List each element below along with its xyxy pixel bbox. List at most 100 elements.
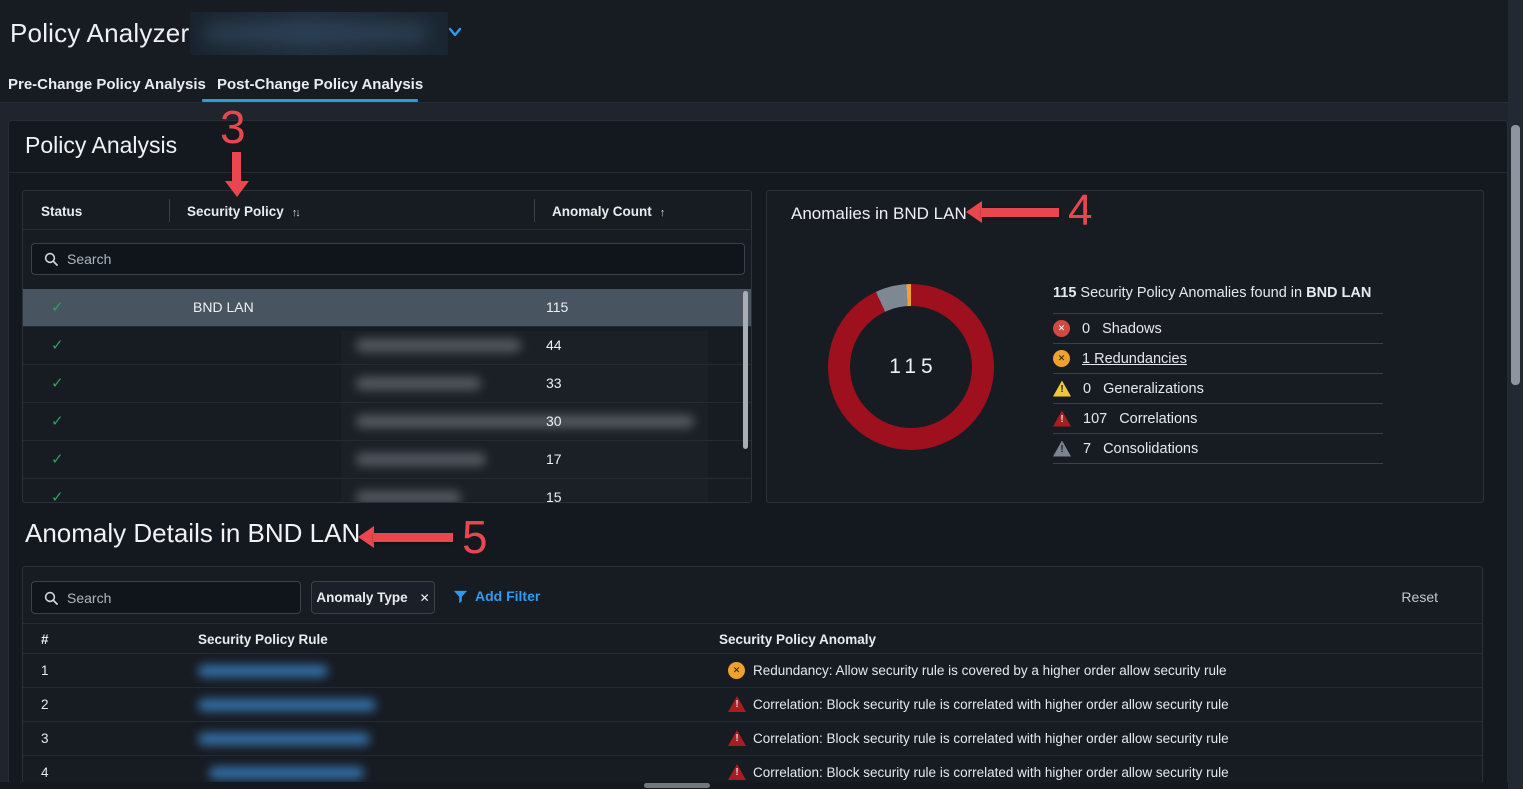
legend-item-redundancies: 1 Redundancies <box>1053 344 1383 374</box>
details-search-input[interactable] <box>67 589 288 606</box>
anomaly-detail-row: 4 Correlation: Block security rule is co… <box>23 756 1482 789</box>
annotation-arrow-3-shaft <box>232 152 241 182</box>
section-title: Policy Analysis <box>25 132 178 158</box>
filter-chip-anomaly-type[interactable]: Anomaly Type ✕ <box>311 581 435 614</box>
active-tab-underline <box>202 99 418 102</box>
warning-triangle-icon <box>728 764 746 780</box>
legend-item-consolidations: 7 Consolidations <box>1053 434 1383 464</box>
page-horizontal-scrollbar[interactable] <box>0 782 1508 789</box>
device-selector-dropdown[interactable] <box>190 12 448 55</box>
warning-triangle-icon <box>728 730 746 746</box>
annotation-arrow-5-shaft <box>373 533 453 542</box>
details-search <box>31 581 301 614</box>
status-check-icon: ✓ <box>51 299 64 316</box>
policy-row-bnd-lan[interactable]: ✓ BND LAN 115 <box>23 289 751 327</box>
policy-table-card: Status Security Policy ↑↓ Anomaly Count ↑ … <box>22 190 752 503</box>
redacted-policy-name <box>356 453 486 466</box>
warning-triangle-icon <box>1053 440 1071 457</box>
annotation-arrow-3-down-icon <box>225 181 249 197</box>
column-security-policy-rule: Security Policy Rule <box>198 632 328 647</box>
anomaly-count: 44 <box>546 337 562 353</box>
circle-x-icon <box>728 662 745 679</box>
chevron-down-icon[interactable] <box>448 27 462 37</box>
anomaly-detail-row: 2 Correlation: Block security rule is co… <box>23 688 1482 722</box>
column-anomaly-count[interactable]: Anomaly Count ↑ <box>552 204 665 219</box>
donut-total: 115 <box>889 355 938 378</box>
anomaly-count: 15 <box>546 489 562 503</box>
search-icon <box>44 591 58 605</box>
redacted-policy-name <box>356 377 481 390</box>
legend-item-correlations: 107 Correlations <box>1053 404 1383 434</box>
policy-row[interactable]: ✓ 15 <box>23 479 751 503</box>
redacted-rule-link[interactable] <box>198 665 328 677</box>
annotation-arrow-5-left-icon <box>358 526 374 548</box>
tab-pre-change-policy-analysis[interactable]: Pre-Change Policy Analysis <box>8 76 206 93</box>
annotation-arrow-4-shaft <box>981 208 1059 217</box>
section-divider <box>9 172 1507 173</box>
redacted-device-name <box>204 24 428 42</box>
anomalies-card-title: Anomalies in BND LAN <box>791 204 967 223</box>
legend-item-shadows: 0 Shadows <box>1053 314 1383 344</box>
sort-asc-icon[interactable]: ↑ <box>659 207 665 219</box>
policy-table-header: Status Security Policy ↑↓ Anomaly Count ↑ <box>23 191 751 230</box>
annotation-number-4: 4 <box>1068 186 1093 235</box>
status-check-icon: ✓ <box>51 489 64 503</box>
anomaly-details-card: Anomaly Type ✕ Add Filter Reset # Securi… <box>22 566 1483 789</box>
top-bar: Policy Analyzer Pre-Change Policy Analys… <box>0 0 1523 103</box>
anomaly-count: 115 <box>546 299 569 315</box>
anomaly-detail-row: 1 Redundancy: Allow security rule is cov… <box>23 654 1482 688</box>
filter-funnel-icon <box>453 590 468 603</box>
policy-search-input[interactable] <box>67 251 732 267</box>
legend-item-generalizations: 0 Generalizations <box>1053 374 1383 404</box>
table-scrollbar-thumb[interactable] <box>743 291 748 449</box>
policy-row[interactable]: ✓ 33 <box>23 365 751 403</box>
page-vertical-scrollbar[interactable] <box>1508 0 1523 789</box>
redacted-policy-name <box>356 491 461 502</box>
redacted-rule-link[interactable] <box>198 733 370 745</box>
column-security-policy[interactable]: Security Policy ↑↓ <box>187 204 301 219</box>
status-check-icon: ✓ <box>51 451 64 468</box>
policy-row[interactable]: ✓ 17 <box>23 441 751 479</box>
warning-triangle-icon <box>1053 380 1071 397</box>
anomaly-count: 17 <box>546 451 562 467</box>
close-icon[interactable]: ✕ <box>419 590 430 605</box>
column-status: Status <box>41 204 83 219</box>
page-title: Policy Analyzer <box>10 18 190 48</box>
annotation-number-5: 5 <box>462 511 488 563</box>
tab-post-change-policy-analysis[interactable]: Post-Change Policy Analysis <box>217 76 424 93</box>
anomaly-detail-row: 3 Correlation: Block security rule is co… <box>23 722 1482 756</box>
sort-both-icon[interactable]: ↑↓ <box>291 207 301 219</box>
column-separator <box>169 199 170 222</box>
circle-x-icon <box>1053 350 1070 367</box>
redacted-rule-link[interactable] <box>198 699 376 711</box>
policy-search <box>31 243 745 275</box>
policy-row[interactable]: ✓ 30 <box>23 403 751 441</box>
column-number: # <box>41 632 49 647</box>
anomaly-count: 33 <box>546 375 562 391</box>
details-table-header: # Security Policy Rule Security Policy A… <box>23 623 1482 654</box>
status-check-icon: ✓ <box>51 413 64 430</box>
horizontal-scrollbar-thumb[interactable] <box>644 783 710 788</box>
status-check-icon: ✓ <box>51 375 64 392</box>
reset-button[interactable]: Reset <box>1401 589 1438 605</box>
redacted-policy-name <box>356 415 694 428</box>
anomaly-count: 30 <box>546 413 562 429</box>
column-security-policy-anomaly: Security Policy Anomaly <box>719 632 877 647</box>
anomalies-card: Anomalies in BND LAN 115 115 Security Po… <box>766 190 1484 503</box>
warning-triangle-icon <box>1053 410 1071 427</box>
search-icon <box>44 252 58 266</box>
column-separator <box>534 199 535 222</box>
annotation-number-3: 3 <box>220 101 246 153</box>
redundancies-link[interactable]: 1 Redundancies <box>1082 350 1187 367</box>
redacted-policy-name <box>356 339 521 352</box>
anomaly-donut: 115 <box>828 284 994 450</box>
policy-row[interactable]: ✓ 44 <box>23 327 751 365</box>
redacted-rule-link[interactable] <box>209 767 364 779</box>
analysis-tabs: Pre-Change Policy Analysis Post-Change P… <box>0 68 1523 102</box>
vertical-scrollbar-thumb[interactable] <box>1511 125 1520 385</box>
anomaly-details-title: Anomaly Details in BND LAN <box>25 518 361 548</box>
circle-x-icon <box>1053 320 1070 337</box>
add-filter-button[interactable]: Add Filter <box>453 588 540 604</box>
warning-triangle-icon <box>728 696 746 712</box>
